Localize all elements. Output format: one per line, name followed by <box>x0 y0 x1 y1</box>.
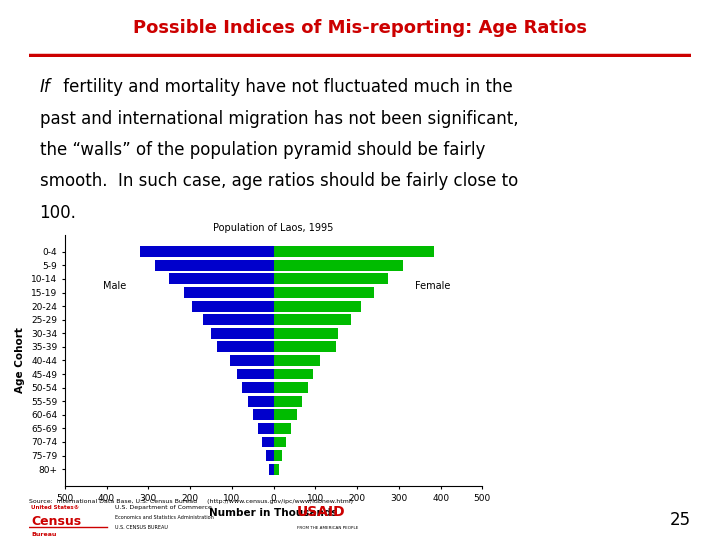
Text: United States®: United States® <box>31 505 79 510</box>
X-axis label: Number in Thousands: Number in Thousands <box>210 508 338 518</box>
Text: the “walls” of the population pyramid should be fairly: the “walls” of the population pyramid sh… <box>40 141 485 159</box>
Bar <box>274 341 336 352</box>
Text: Economics and Statistics Administration: Economics and Statistics Administration <box>115 515 214 521</box>
Text: Bureau: Bureau <box>31 532 56 537</box>
Bar <box>274 260 403 271</box>
Bar <box>202 314 274 325</box>
Text: fertility and mortality have not fluctuated much in the: fertility and mortality have not fluctua… <box>58 78 513 96</box>
Bar <box>274 450 282 461</box>
Text: 100.: 100. <box>40 204 76 221</box>
Text: smooth.  In such case, age ratios should be fairly close to: smooth. In such case, age ratios should … <box>40 172 518 190</box>
Bar <box>274 464 279 475</box>
Bar <box>274 369 313 380</box>
Text: U.S. CENSUS BUREAU: U.S. CENSUS BUREAU <box>115 525 168 530</box>
Title: Population of Laos, 1995: Population of Laos, 1995 <box>213 222 334 233</box>
Text: Male: Male <box>103 281 127 291</box>
Bar <box>274 301 361 312</box>
Bar <box>140 246 274 257</box>
Y-axis label: Age Cohort: Age Cohort <box>15 328 25 393</box>
Bar <box>274 396 302 407</box>
Bar <box>237 369 274 380</box>
Text: Female: Female <box>415 281 450 291</box>
Bar <box>274 409 297 420</box>
Text: USAID: USAID <box>297 505 346 519</box>
Bar <box>274 436 286 448</box>
Bar <box>274 287 374 298</box>
Bar <box>274 355 320 366</box>
Bar <box>274 246 434 257</box>
Text: 25: 25 <box>670 511 691 529</box>
Bar <box>262 436 274 448</box>
Bar <box>211 328 274 339</box>
Bar <box>258 423 274 434</box>
Bar <box>242 382 274 393</box>
Bar <box>253 409 274 420</box>
Bar <box>248 396 274 407</box>
Bar <box>274 328 338 339</box>
Text: Census: Census <box>31 515 81 528</box>
FancyBboxPatch shape <box>29 501 107 533</box>
Bar <box>274 382 308 393</box>
Text: Source:  International Data Base, U.S. Census Bureau     (http://www.census.gov/: Source: International Data Base, U.S. Ce… <box>29 500 353 504</box>
Bar <box>266 450 274 461</box>
Text: If: If <box>40 78 50 96</box>
Bar <box>274 314 351 325</box>
Bar <box>192 301 274 312</box>
Bar <box>169 273 274 285</box>
Bar <box>217 341 274 352</box>
Bar <box>274 423 291 434</box>
Text: past and international migration has not been significant,: past and international migration has not… <box>40 110 518 127</box>
Text: U.S. Department of Commerce: U.S. Department of Commerce <box>115 505 212 510</box>
Bar <box>230 355 274 366</box>
Text: Possible Indices of Mis-reporting: Age Ratios: Possible Indices of Mis-reporting: Age R… <box>133 18 587 37</box>
Bar <box>155 260 274 271</box>
Bar <box>184 287 274 298</box>
Bar <box>274 273 389 285</box>
Bar <box>269 464 274 475</box>
Text: FROM THE AMERICAN PEOPLE: FROM THE AMERICAN PEOPLE <box>297 525 358 530</box>
